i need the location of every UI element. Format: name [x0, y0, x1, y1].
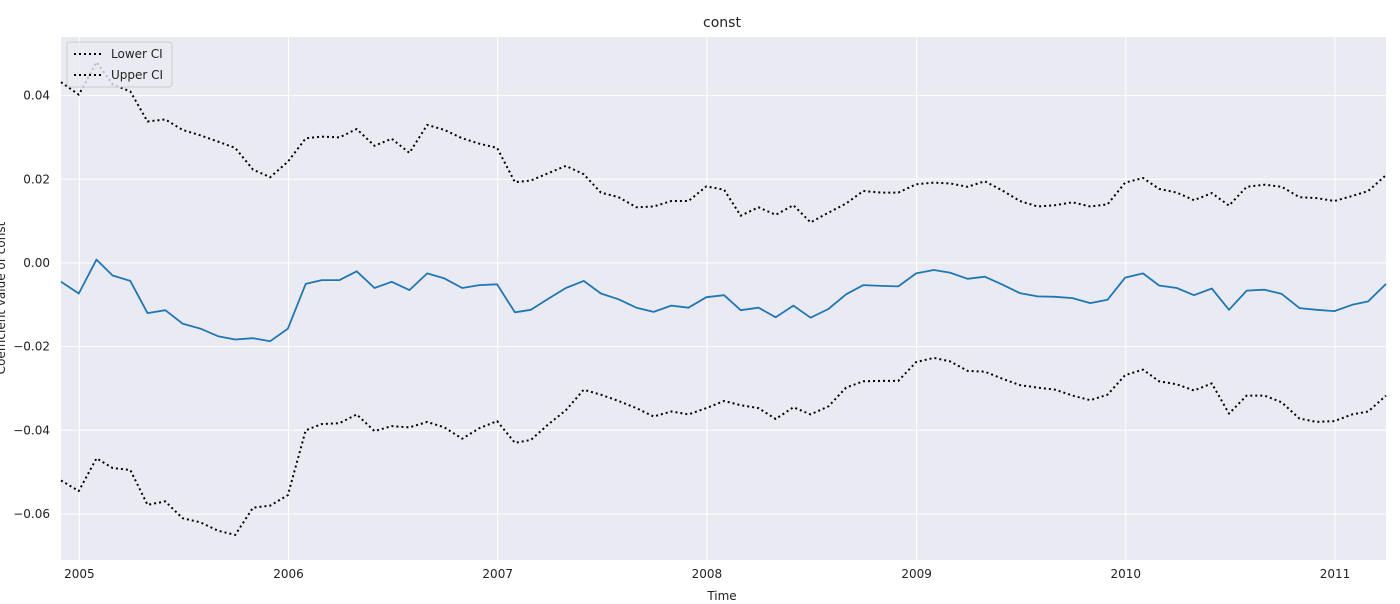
y-tick-label: 0.04 [23, 89, 50, 103]
series-line-const [60, 258, 1387, 343]
y-tick-label: −0.06 [13, 507, 50, 521]
y-axis-label: Coefficient value of const [0, 221, 8, 374]
y-tick-label: −0.02 [13, 340, 50, 354]
x-tick-label: 2006 [273, 567, 304, 581]
legend-box [66, 41, 173, 88]
series-layer [60, 61, 1387, 536]
x-axis-label: Time [706, 589, 736, 600]
y-tick-label: 0.02 [23, 172, 50, 186]
x-tick-label: 2011 [1320, 567, 1351, 581]
chart-title: const [703, 15, 741, 31]
x-tick-label: 2008 [692, 567, 723, 581]
x-tick-label: 2007 [482, 567, 513, 581]
x-tick-labels: 2005 2006 2007 2008 2009 2010 2011 [64, 567, 1350, 581]
plot-area-background [61, 37, 1386, 560]
series-line-upper-ci [60, 61, 1387, 224]
x-tick-label: 2010 [1111, 567, 1142, 581]
series-line-lower-ci [60, 356, 1387, 536]
legend: Lower CI Upper CI [66, 41, 173, 88]
legend-label-upper-ci: Upper CI [111, 68, 163, 82]
y-tick-label: −0.04 [13, 423, 50, 437]
y-tick-label: 0.00 [23, 256, 50, 270]
y-tick-labels: 0.04 0.02 0.00 −0.02 −0.04 −0.06 [13, 89, 50, 521]
x-tick-label: 2005 [64, 567, 95, 581]
grid-lines [61, 37, 1386, 560]
x-tick-label: 2009 [901, 567, 932, 581]
legend-label-lower-ci: Lower CI [111, 47, 163, 61]
